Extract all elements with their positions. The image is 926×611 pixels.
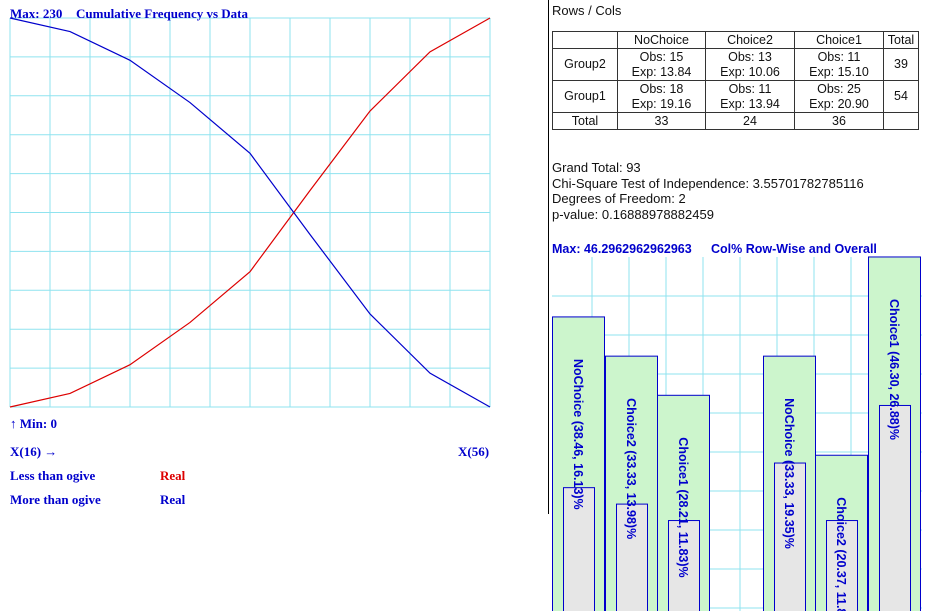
obs-value: Obs: 11 bbox=[728, 81, 772, 96]
header-cell: NoChoice bbox=[617, 31, 706, 49]
chi-square-value: Chi-Square Test of Independence: 3.55701… bbox=[552, 175, 864, 191]
bar-overall bbox=[616, 503, 648, 611]
exp-value: Exp: 15.10 bbox=[809, 64, 869, 79]
bar-label: Choice1 (46.30, 26.88)% bbox=[887, 299, 901, 440]
legend-less-value: Real bbox=[160, 468, 186, 483]
legend-more-label: More than ogive bbox=[10, 492, 101, 507]
bar-label: Choice2 (20.37, 11.83)% bbox=[834, 497, 848, 611]
bar-overall bbox=[826, 520, 858, 611]
exp-value: Exp: 20.90 bbox=[809, 96, 869, 111]
totals-cell: 33 bbox=[617, 112, 706, 130]
obs-value: Obs: 18 bbox=[639, 81, 684, 96]
chi-square-stats: Grand Total: 93 Chi-Square Test of Indep… bbox=[552, 160, 864, 222]
ogive-chart bbox=[9, 17, 491, 408]
table-cell: Obs: 13 Exp: 10.06 bbox=[705, 48, 795, 81]
x-end-label: X(56) bbox=[458, 444, 490, 459]
ogive-panel: Max: 230 Cumulative Frequency vs Data ↑ … bbox=[0, 0, 549, 514]
bar-overall bbox=[879, 404, 911, 611]
less-than-ogive-line bbox=[9, 17, 491, 408]
exp-value: Exp: 13.84 bbox=[631, 64, 692, 79]
table-cell: Obs: 11 Exp: 15.10 bbox=[794, 48, 884, 81]
row-name-cell: Group2 bbox=[552, 48, 618, 81]
bar-overall bbox=[668, 520, 700, 611]
bar-overall bbox=[774, 462, 806, 611]
bar-chart-max-label: Max: 46.2962962962963 bbox=[552, 242, 692, 256]
exp-value: Exp: 10.06 bbox=[720, 64, 780, 79]
ogive-title: Cumulative Frequency vs Data bbox=[76, 6, 249, 21]
grand-total: Grand Total: 93 bbox=[552, 160, 641, 175]
row-name-cell: Group1 bbox=[552, 80, 618, 113]
p-value: p-value: 0.16888978882459 bbox=[552, 206, 714, 222]
x-start-label: X(16) → bbox=[10, 444, 58, 459]
table-cell: Obs: 11 Exp: 13.94 bbox=[705, 80, 795, 113]
exp-value: Exp: 19.16 bbox=[631, 96, 692, 111]
obs-value: Obs: 13 bbox=[728, 49, 772, 64]
obs-value: Obs: 11 bbox=[817, 49, 861, 64]
legend-less-label: Less than ogive bbox=[10, 468, 96, 483]
more-than-ogive-line bbox=[9, 17, 491, 408]
row-total-cell: 39 bbox=[883, 48, 919, 81]
obs-value: Obs: 25 bbox=[817, 81, 861, 96]
ogive-max-label: Max: 230 bbox=[10, 6, 63, 21]
bar-label: Choice2 (33.33, 13.98)% bbox=[624, 398, 638, 539]
bar-label: NoChoice (38.46, 16.13)% bbox=[571, 359, 585, 510]
header-cell: Choice2 bbox=[705, 31, 795, 49]
legend-more-value: Real bbox=[160, 492, 186, 507]
bar-overall bbox=[563, 487, 595, 611]
table-cell: Obs: 25 Exp: 20.90 bbox=[794, 80, 884, 113]
totals-row: Total 33 24 36 bbox=[552, 112, 919, 130]
bar-chart-title: Col% Row-Wise and Overall bbox=[711, 242, 877, 256]
table-cell: Obs: 18 Exp: 19.16 bbox=[617, 80, 706, 113]
obs-value: Obs: 15 bbox=[639, 49, 684, 64]
totals-cell bbox=[883, 112, 919, 130]
row-total-cell: 54 bbox=[883, 80, 919, 113]
col-percent-chart: Max: 46.2962962962963 Col% Row-Wise and O… bbox=[552, 242, 922, 611]
rows-cols-heading: Rows / Cols bbox=[552, 3, 622, 18]
table-row: Group1 Obs: 18 Exp: 19.16 Obs: 11 Exp: 13.… bbox=[552, 80, 919, 113]
exp-value: Exp: 13.94 bbox=[720, 96, 780, 111]
bar-label: Choice1 (28.21, 11.83)% bbox=[676, 437, 690, 577]
totals-cell: Total bbox=[552, 112, 618, 130]
table-row: Group2 Obs: 15 Exp: 13.84 Obs: 13 Exp: 10.… bbox=[552, 48, 919, 81]
contingency-table: NoChoice Choice2 Choice1 Total Group2 Ob… bbox=[552, 31, 919, 130]
header-cell: Total bbox=[883, 31, 919, 49]
chi-square-panel: Rows / Cols NoChoice Choice2 Choice1 Tot… bbox=[552, 0, 926, 611]
degrees-of-freedom: Degrees of Freedom: 2 bbox=[552, 191, 686, 206]
bar-label: NoChoice (33.33, 19.35)% bbox=[782, 398, 796, 549]
ogive-min-label: ↑ Min: 0 bbox=[10, 416, 57, 431]
